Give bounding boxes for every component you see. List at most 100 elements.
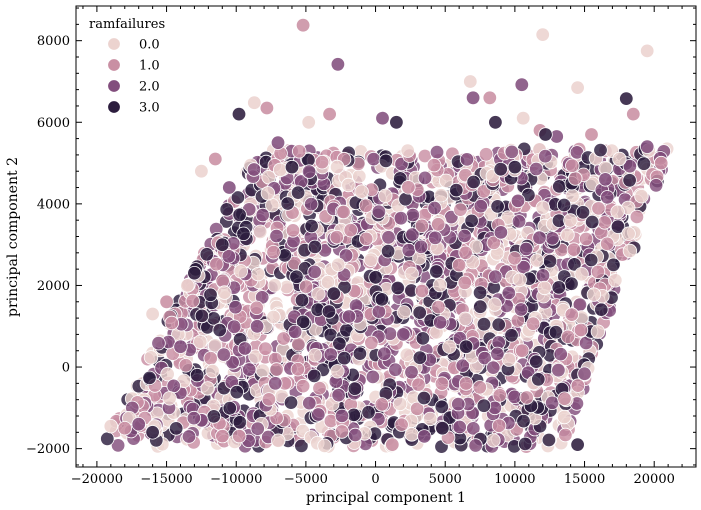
scatter-point bbox=[578, 231, 594, 247]
scatter-point bbox=[473, 299, 488, 314]
series-point-1.0 bbox=[584, 127, 599, 142]
x-tick-label: −5000 bbox=[284, 472, 328, 487]
scatter-point bbox=[458, 245, 473, 261]
series-point-0.0 bbox=[247, 95, 262, 110]
scatter-point bbox=[584, 252, 599, 268]
scatter-point bbox=[378, 188, 393, 204]
scatter-point bbox=[575, 205, 591, 220]
y-tick-label: −2000 bbox=[26, 442, 70, 457]
scatter-point bbox=[472, 380, 488, 395]
scatter-point bbox=[217, 285, 232, 300]
scatter-point bbox=[232, 207, 247, 223]
scatter-point bbox=[570, 378, 586, 393]
scatter-point bbox=[260, 186, 276, 201]
scatter-point bbox=[185, 293, 200, 309]
scatter-point bbox=[266, 244, 281, 260]
scatter-point bbox=[492, 388, 508, 403]
legend-marker bbox=[107, 100, 121, 114]
scatter-point bbox=[312, 381, 327, 396]
scatter-point bbox=[634, 188, 649, 204]
scatter-point bbox=[321, 304, 337, 319]
scatter-point bbox=[268, 376, 283, 391]
scatter-point bbox=[414, 218, 430, 234]
scatter-point bbox=[371, 304, 387, 319]
series-point-3.0 bbox=[619, 91, 634, 106]
series-point-2.0 bbox=[270, 135, 286, 150]
scatter-point bbox=[606, 257, 621, 273]
scatter-point bbox=[515, 343, 530, 358]
scatter-point bbox=[393, 171, 408, 186]
legend-label: 0.0 bbox=[139, 38, 160, 53]
scatter-point bbox=[205, 363, 220, 379]
scatter-point bbox=[271, 433, 286, 448]
scatter-point bbox=[276, 331, 291, 346]
series-point-2.0 bbox=[640, 139, 655, 154]
series-point-0.0 bbox=[463, 74, 478, 89]
series-point-0.0 bbox=[516, 110, 531, 126]
scatter-point bbox=[237, 341, 253, 356]
scatter-point bbox=[166, 378, 181, 394]
scatter-point bbox=[412, 305, 427, 320]
scatter-point bbox=[413, 239, 429, 255]
scatter-point bbox=[296, 314, 311, 330]
y-tick-label: 2000 bbox=[37, 279, 70, 294]
scatter-point bbox=[230, 190, 246, 205]
y-tick-label: 8000 bbox=[37, 34, 70, 49]
series-point-3.0 bbox=[507, 159, 523, 175]
scatter-point bbox=[374, 397, 390, 412]
scatter-point bbox=[622, 243, 638, 259]
scatter-point bbox=[551, 363, 566, 378]
scatter-point bbox=[215, 428, 230, 444]
series-point-2.0 bbox=[514, 77, 530, 92]
series-point-2.0 bbox=[396, 327, 411, 342]
scatter-point bbox=[458, 311, 473, 327]
scatter-point bbox=[423, 411, 438, 427]
scatter-point bbox=[222, 401, 238, 416]
scatter-point bbox=[636, 156, 652, 171]
scatter-point bbox=[574, 267, 589, 282]
scatter-point bbox=[364, 335, 379, 351]
scatter-point bbox=[212, 322, 227, 338]
scatter-point bbox=[426, 157, 442, 173]
legend-marker bbox=[107, 79, 121, 93]
scatter-point bbox=[207, 338, 223, 353]
scatter-point bbox=[143, 350, 159, 365]
x-tick-label: 20000 bbox=[634, 472, 675, 487]
series-point-1.0 bbox=[482, 90, 498, 106]
scatter-point bbox=[337, 351, 352, 366]
scatter-point bbox=[405, 207, 421, 223]
scatter-point bbox=[490, 199, 505, 214]
scatter-point bbox=[347, 381, 363, 396]
series-point-2.0 bbox=[330, 57, 346, 72]
scatter-point bbox=[258, 341, 273, 356]
scatter-point bbox=[427, 200, 442, 216]
series-point-3.0 bbox=[389, 115, 404, 130]
scatter-point bbox=[433, 315, 448, 330]
x-tick-label: −15000 bbox=[140, 472, 192, 487]
scatter-point bbox=[538, 148, 553, 164]
series-point-1.0 bbox=[626, 106, 641, 122]
scatter-point bbox=[304, 218, 319, 234]
scatter-point bbox=[266, 309, 281, 325]
series-point-2.0 bbox=[375, 110, 390, 126]
scatter-point bbox=[290, 362, 306, 377]
scatter-point bbox=[486, 360, 501, 375]
series-point-3.0 bbox=[231, 106, 247, 122]
legend-label: 2.0 bbox=[139, 80, 160, 95]
scatter-point bbox=[468, 438, 483, 453]
scatter-point bbox=[453, 202, 468, 217]
series-point-0.0 bbox=[145, 306, 160, 322]
series-point-3.0 bbox=[284, 159, 300, 175]
scatter-point bbox=[535, 268, 551, 283]
scatter-point bbox=[428, 230, 443, 246]
scatter-point bbox=[307, 348, 323, 363]
scatter-point bbox=[556, 197, 572, 213]
scatter-point bbox=[331, 387, 346, 403]
scatter-point bbox=[329, 229, 345, 245]
series-point-1.0 bbox=[322, 106, 337, 122]
scatter-point bbox=[404, 365, 419, 380]
scatter-point bbox=[231, 428, 247, 444]
scatter-point bbox=[377, 346, 392, 361]
scatter-point bbox=[429, 144, 445, 160]
scatter-point bbox=[590, 264, 606, 280]
